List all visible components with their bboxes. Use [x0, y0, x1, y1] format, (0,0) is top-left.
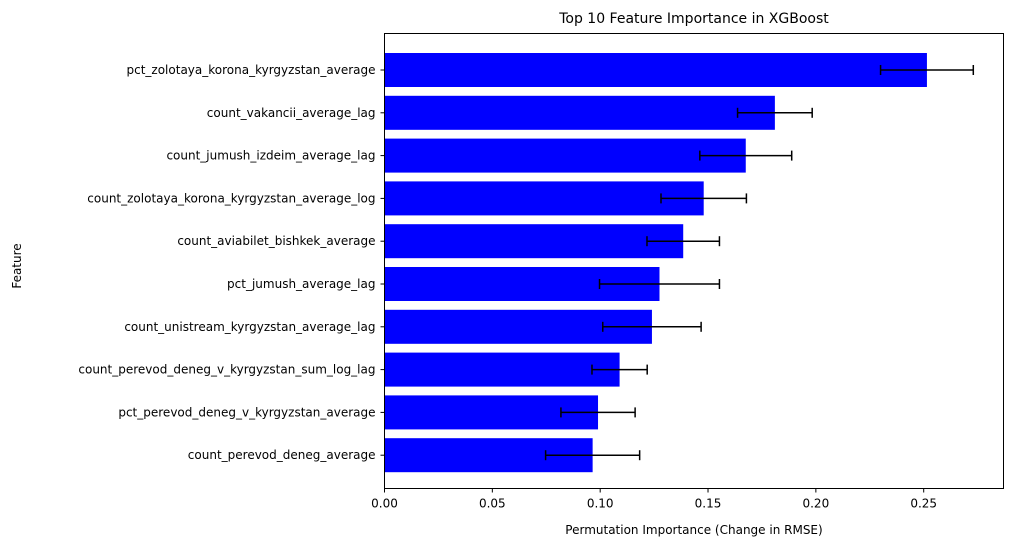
bar — [384, 181, 704, 216]
y-tick-label: count_aviabilet_bishkek_average — [177, 234, 375, 248]
x-tick-label: 0.20 — [802, 497, 829, 511]
y-tick-label: count_zolotaya_korona_kyrgyzstan_average… — [87, 191, 375, 205]
bars-group — [384, 53, 927, 473]
y-tick-label: count_unistream_kyrgyzstan_average_lag — [124, 320, 375, 334]
y-tick-label: count_perevod_deneg_average — [188, 448, 376, 462]
x-tick-label: 0.05 — [479, 497, 506, 511]
y-axis: pct_zolotaya_korona_kyrgyzstan_averageco… — [78, 63, 385, 462]
error-bars-group — [544, 65, 975, 461]
x-tick-label: 0.15 — [695, 497, 722, 511]
chart-title: Top 10 Feature Importance in XGBoost — [558, 11, 829, 27]
y-tick-label: count_perevod_deneg_v_kyrgyzstan_sum_log… — [78, 363, 375, 377]
x-tick-label: 0.10 — [587, 497, 614, 511]
x-tick-label: 0.00 — [371, 497, 398, 511]
bar — [384, 352, 620, 387]
x-axis: 0.00 0.05 0.10 0.15 0.20 0.25 — [371, 488, 937, 511]
bar — [384, 138, 746, 173]
y-axis-title: Feature — [10, 243, 24, 288]
plot-frame — [384, 33, 1004, 489]
y-tick-label: pct_perevod_deneg_v_kyrgyzstan_average — [118, 405, 375, 419]
bar — [384, 53, 927, 87]
y-tick-label: count_vakancii_average_lag — [207, 106, 376, 120]
x-axis-title: Permutation Importance (Change in RMSE) — [565, 523, 822, 537]
bar — [384, 224, 684, 259]
bar — [384, 95, 775, 130]
y-tick-label: pct_jumush_average_lag — [227, 277, 375, 291]
y-tick-label: count_jumush_izdeim_average_lag — [166, 149, 375, 163]
y-tick-label: pct_zolotaya_korona_kyrgyzstan_average — [127, 63, 376, 77]
x-tick-label: 0.25 — [910, 497, 937, 511]
